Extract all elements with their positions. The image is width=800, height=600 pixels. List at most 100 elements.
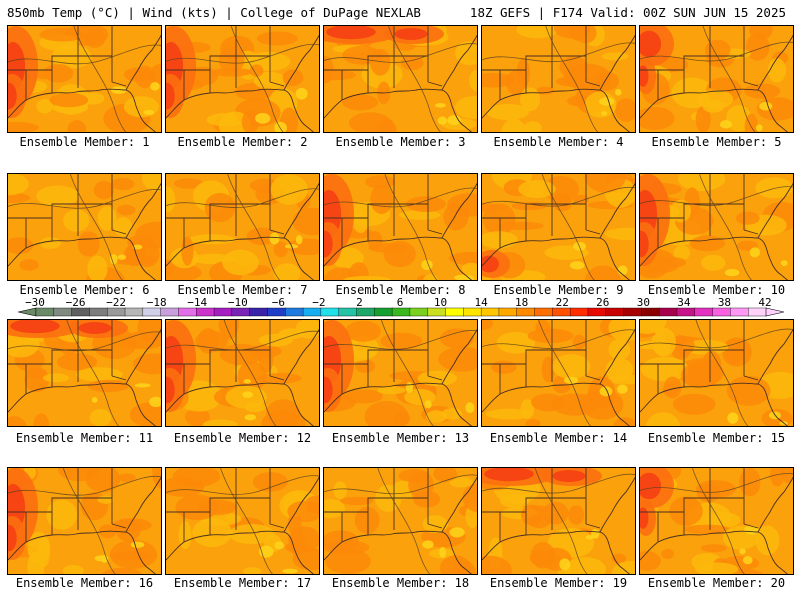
colorbar-swatch [658, 307, 678, 317]
colorbar-swatch [427, 307, 447, 317]
colorbar-tick-label: 34 [677, 296, 691, 309]
ensemble-panel-12 [165, 319, 320, 427]
colorbar-swatch [605, 307, 625, 317]
colorbar-swatch [480, 307, 500, 317]
colorbar-tick-label: 14 [474, 296, 488, 309]
ensemble-panel-19 [481, 467, 636, 575]
temperature-map [166, 320, 319, 426]
ensemble-member-label: Ensemble Member: 20 [647, 576, 786, 590]
temperature-map [166, 468, 319, 574]
colorbar-swatch [747, 307, 767, 317]
colorbar-tick-label: −14 [187, 296, 207, 309]
colorbar-swatch [623, 307, 643, 317]
ensemble-panel-13 [323, 319, 478, 427]
ensemble-panel-5 [639, 25, 794, 133]
colorbar-tick-label: −30 [25, 296, 45, 309]
temperature-map [8, 320, 161, 426]
ensemble-panel-10 [639, 173, 794, 281]
ensemble-member-label: Ensemble Member: 17 [173, 576, 312, 590]
colorbar-swatch [231, 307, 251, 317]
ensemble-panel-1 [7, 25, 162, 133]
colorbar-swatch [53, 307, 73, 317]
ensemble-member-label: Ensemble Member: 16 [15, 576, 154, 590]
colorbar-tick-label: 6 [397, 296, 404, 309]
run-valid-time: 18Z GEFS | F174 Valid: 00Z SUN JUN 15 20… [469, 5, 786, 20]
ensemble-panel-17 [165, 467, 320, 575]
colorbar-swatch [730, 307, 749, 317]
colorbar-swatch [196, 307, 215, 317]
ensemble-panel-8 [323, 173, 478, 281]
colorbar-tick-label: 10 [434, 296, 447, 309]
ensemble-member-label: Ensemble Member: 9 [493, 283, 624, 297]
temperature-colorbar: −30 −26 −22 −18 −14 −10 −6 −2 2 6 10 14 18 22 26 30 34 38… [17, 296, 785, 317]
temperature-map [482, 26, 635, 132]
colorbar-tick-label: −10 [228, 296, 248, 309]
temperature-map [8, 26, 161, 132]
colorbar-tick-label: −18 [147, 296, 167, 309]
colorbar-tick-label: −22 [106, 296, 126, 309]
ensemble-member-label: Ensemble Member: 3 [335, 135, 466, 149]
colorbar-swatch [641, 307, 660, 317]
temperature-map [324, 320, 477, 426]
ensemble-panel-6 [7, 173, 162, 281]
colorbar-swatch [534, 307, 554, 317]
ensemble-member-label: Ensemble Member: 8 [335, 283, 466, 297]
colorbar-swatch [516, 307, 536, 317]
colorbar-swatch [712, 307, 732, 317]
colorbar-swatch [338, 307, 358, 317]
ensemble-member-label: Ensemble Member: 1 [19, 135, 150, 149]
ensemble-panel-9 [481, 173, 636, 281]
temperature-map [640, 320, 793, 426]
colorbar-swatch [552, 307, 571, 317]
colorbar-swatch [71, 307, 91, 317]
colorbar-tick-label: −2 [312, 296, 325, 309]
colorbar-swatch [285, 307, 304, 317]
ensemble-panel-20 [639, 467, 794, 575]
colorbar-swatch [463, 307, 482, 317]
ensemble-member-label: Ensemble Member: 19 [489, 576, 628, 590]
colorbar-tick-label: 18 [515, 296, 528, 309]
temperature-map [324, 26, 477, 132]
ensemble-member-label: Ensemble Member: 18 [331, 576, 470, 590]
ensemble-panel-4 [481, 25, 636, 133]
ensemble-member-label: Ensemble Member: 5 [651, 135, 782, 149]
temperature-map [482, 468, 635, 574]
ensemble-panel-15 [639, 319, 794, 427]
colorbar-tick-label: −6 [272, 296, 285, 309]
colorbar-swatch [569, 307, 589, 317]
colorbar-tick-label: 2 [356, 296, 363, 309]
temperature-map [640, 174, 793, 280]
colorbar-tick-label: 26 [596, 296, 609, 309]
temperature-map [166, 174, 319, 280]
temperature-map [324, 174, 477, 280]
colorbar-swatch [694, 307, 714, 317]
ensemble-member-label: Ensemble Member: 12 [173, 431, 312, 445]
temperature-map [482, 320, 635, 426]
colorbar-swatch [213, 307, 233, 317]
ensemble-member-label: Ensemble Member: 15 [647, 431, 786, 445]
colorbar-tick-label: 42 [758, 296, 771, 309]
colorbar-tick-label: 22 [556, 296, 569, 309]
ensemble-member-label: Ensemble Member: 11 [15, 431, 154, 445]
ensemble-member-label: Ensemble Member: 6 [19, 283, 150, 297]
temperature-map [640, 468, 793, 574]
colorbar-swatch [374, 307, 393, 317]
ensemble-member-label: Ensemble Member: 10 [647, 283, 786, 297]
colorbar-swatch [498, 307, 518, 317]
colorbar-swatch [124, 307, 144, 317]
temperature-map [482, 174, 635, 280]
ensemble-member-label: Ensemble Member: 14 [489, 431, 628, 445]
colorbar-swatch [302, 307, 322, 317]
colorbar-swatch [676, 307, 696, 317]
ensemble-member-label: Ensemble Member: 7 [177, 283, 308, 297]
colorbar-tick-label: 38 [718, 296, 731, 309]
colorbar-swatch [142, 307, 162, 317]
colorbar-swatch [320, 307, 340, 317]
temperature-map [166, 26, 319, 132]
ensemble-panel-2 [165, 25, 320, 133]
ensemble-panel-14 [481, 319, 636, 427]
chart-title: 850mb Temp (°C) | Wind (kts) | College o… [7, 5, 421, 20]
temperature-map [8, 174, 161, 280]
ensemble-panel-16 [7, 467, 162, 575]
ensemble-member-label: Ensemble Member: 4 [493, 135, 624, 149]
